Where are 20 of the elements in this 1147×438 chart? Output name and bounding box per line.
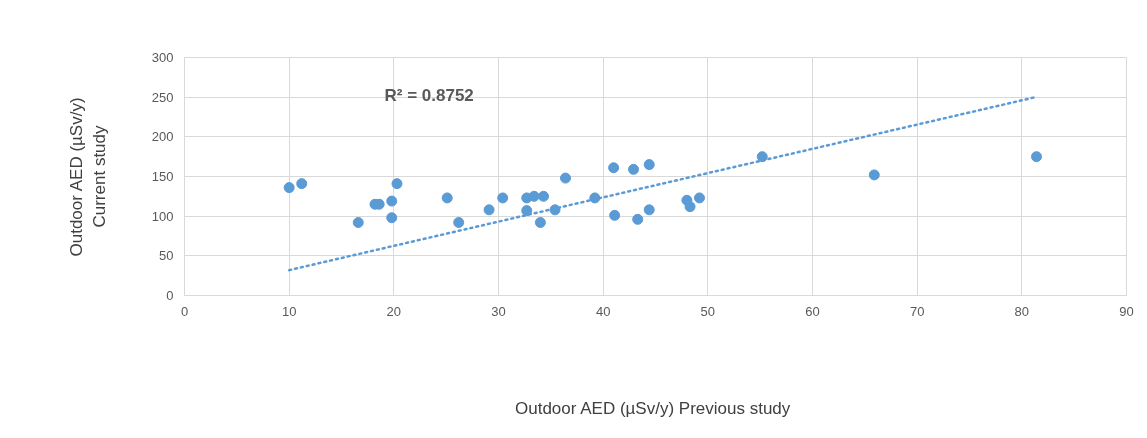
y-axis-title: Outdoor AED (µSv/y) Current study — [67, 97, 109, 257]
x-tick-label: 0 — [180, 303, 189, 319]
x-tick-label: 60 — [805, 303, 820, 319]
x-tick-label: 50 — [700, 303, 716, 319]
x-tick-label: 10 — [281, 303, 297, 319]
y-tick-label: 250 — [151, 89, 174, 105]
y-tick-label: 100 — [151, 208, 174, 224]
x-tick-label: 70 — [909, 303, 925, 319]
x-tick-label: 20 — [386, 303, 402, 319]
x-axis-title: Outdoor AED (µSv/y) Previous study — [515, 398, 791, 418]
x-tick-label: 40 — [595, 303, 611, 319]
y-tick-label: 50 — [159, 248, 174, 264]
annotation: R² = 0.8752 — [384, 86, 474, 105]
y-tick-label: 150 — [151, 169, 174, 184]
x-tick-label: 30 — [491, 303, 506, 319]
x-tick-label: 90 — [1119, 303, 1134, 319]
y-tick-label: 200 — [151, 129, 174, 145]
y-tick-label: 0 — [166, 288, 174, 303]
y-tick-label: 300 — [151, 50, 174, 65]
x-tick-label: 80 — [1014, 303, 1030, 319]
